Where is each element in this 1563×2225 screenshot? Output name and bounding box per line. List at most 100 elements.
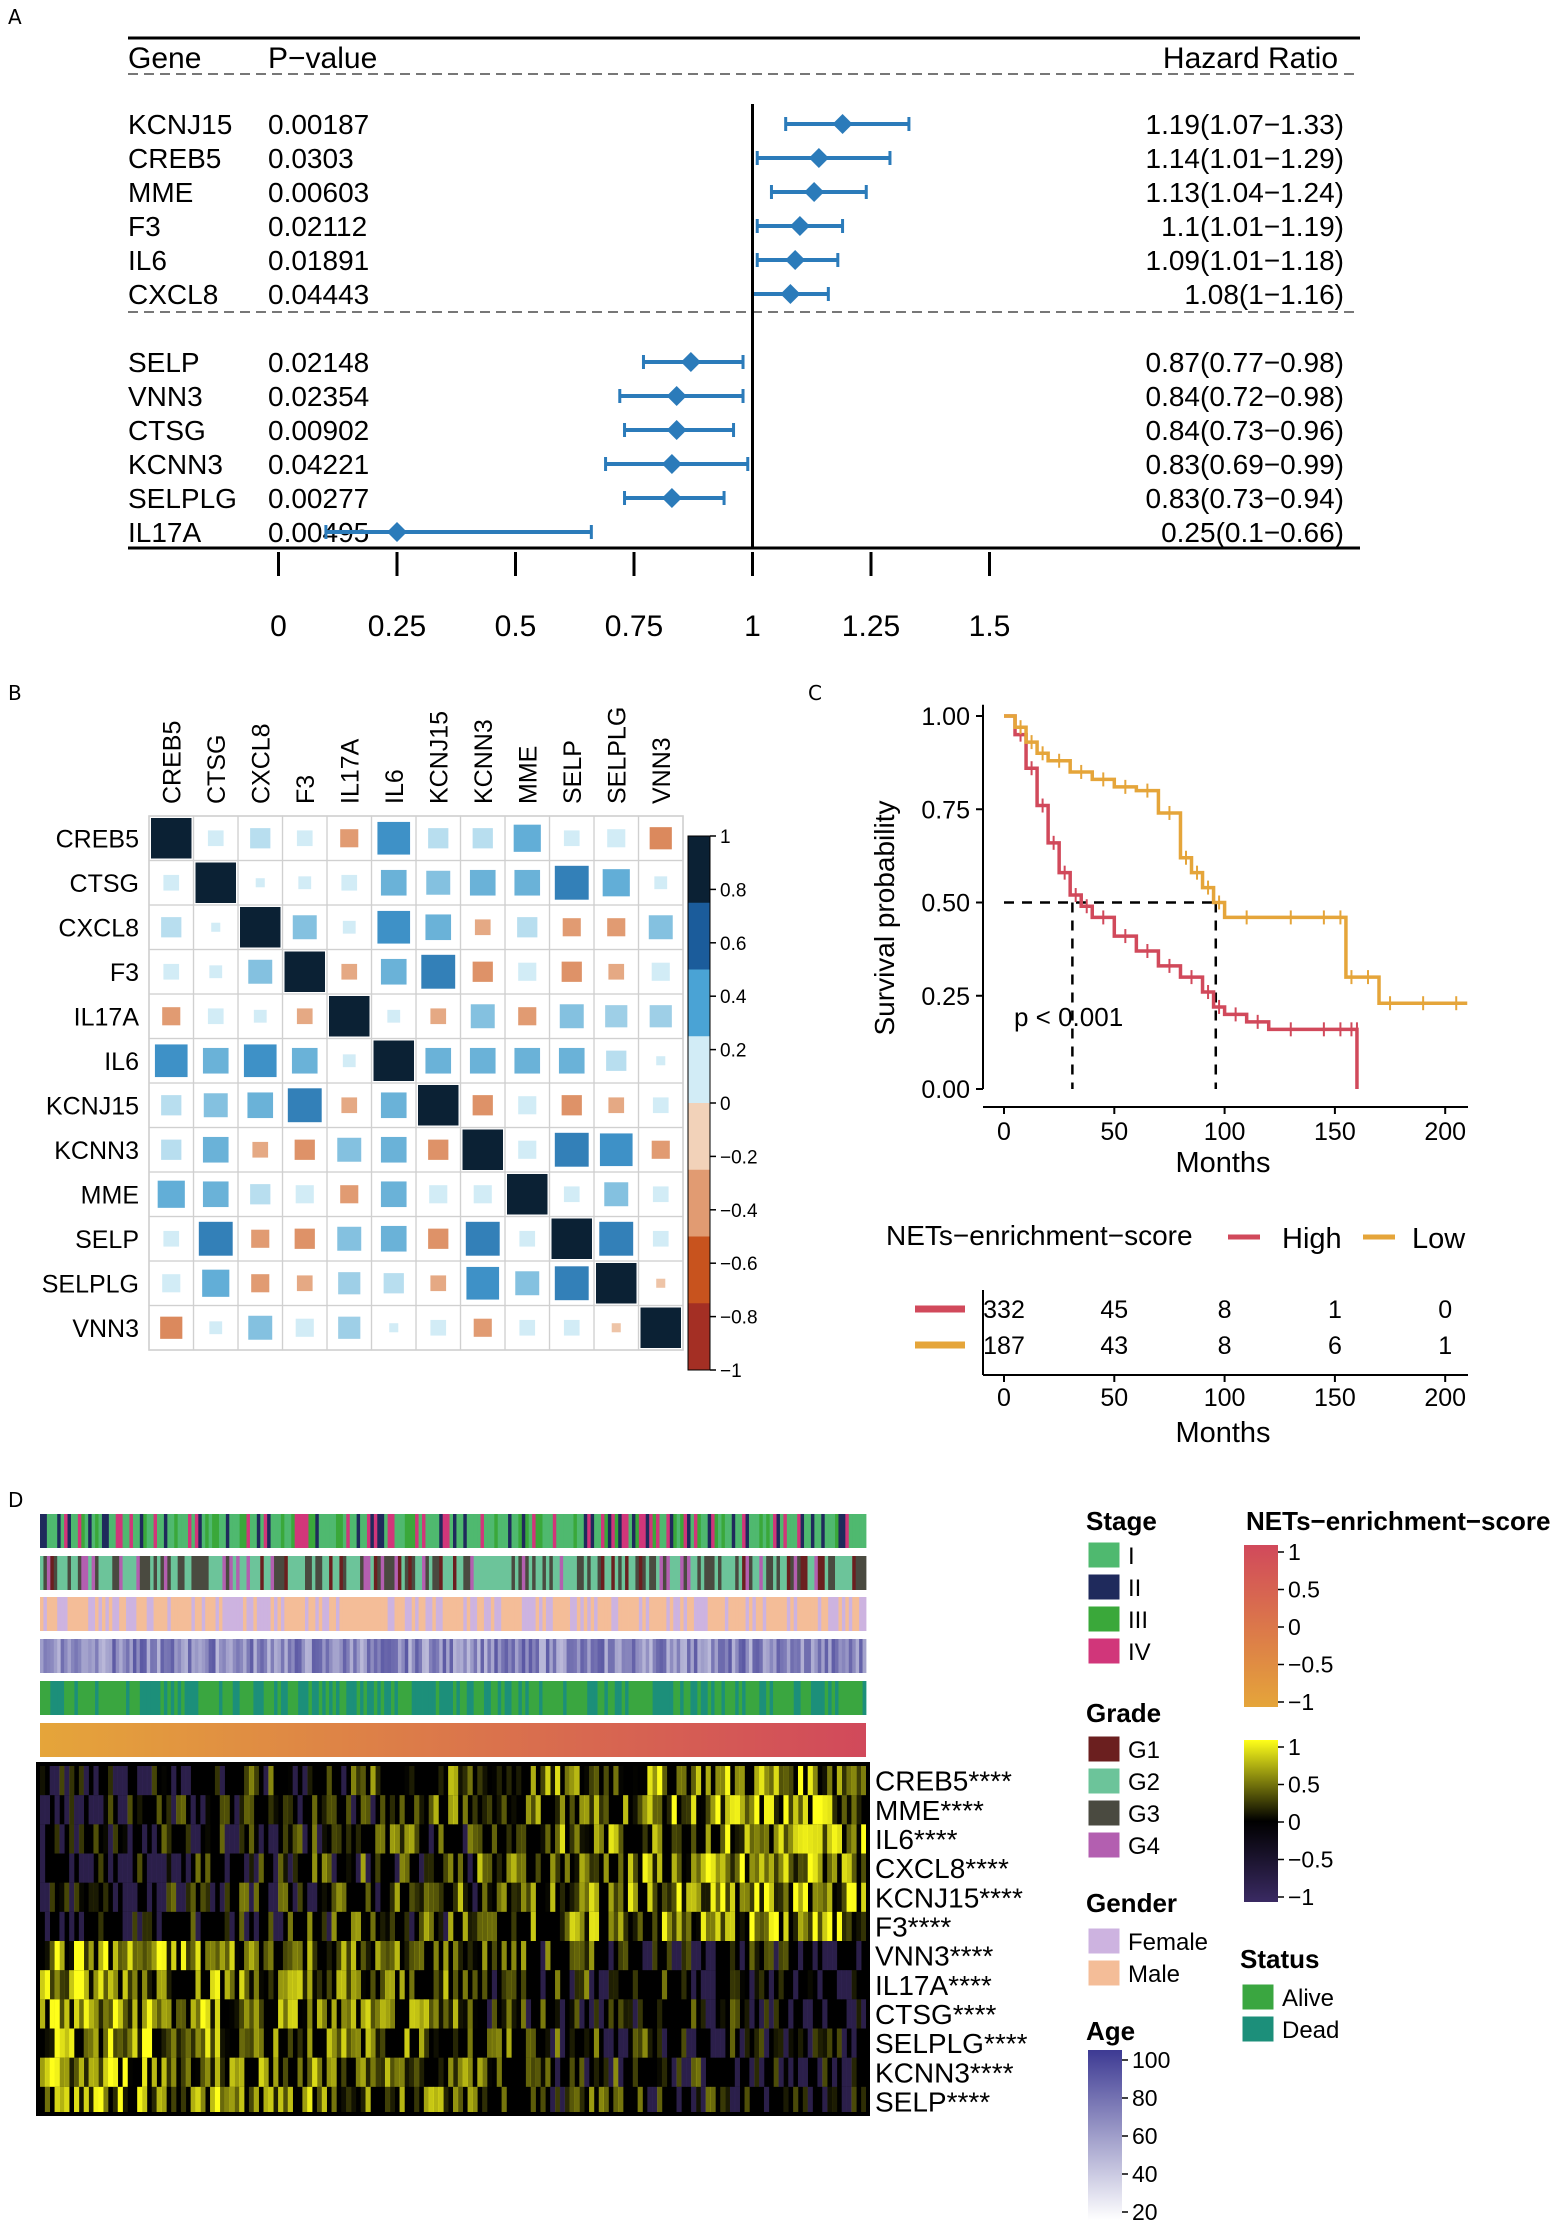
risk-table-value: 187 bbox=[983, 1332, 1025, 1360]
status-annotation-bar-cell bbox=[508, 1681, 512, 1715]
expression-cell bbox=[54, 1766, 60, 1796]
expression-cell bbox=[681, 1941, 687, 1971]
status-annotation-bar-cell bbox=[848, 1681, 853, 1715]
stage-annotation-bar-cell bbox=[652, 1514, 657, 1548]
legend-swatch bbox=[1087, 1541, 1121, 1569]
expression-cell bbox=[744, 2028, 750, 2058]
stage-annotation-bar-cell bbox=[301, 1514, 306, 1548]
expression-cell bbox=[302, 1999, 307, 2028]
expression-cell bbox=[438, 2086, 444, 2116]
corr-cell bbox=[507, 1174, 548, 1215]
gender-annotation-bar-cell bbox=[766, 1597, 771, 1631]
gender-annotation-bar-cell bbox=[428, 1597, 433, 1631]
expression-cell bbox=[827, 1853, 833, 1883]
expression-cell bbox=[234, 1795, 240, 1825]
stage-annotation-bar-cell bbox=[315, 1514, 320, 1548]
expression-cell bbox=[783, 1766, 789, 1796]
expression-cell bbox=[268, 1970, 274, 2000]
expression-cell bbox=[98, 2086, 104, 2116]
forest-hr-label: 1.1(1.01−1.19) bbox=[1161, 211, 1344, 242]
risk-table-value: 1 bbox=[1328, 1296, 1342, 1324]
stage-annotation-bar-cell bbox=[305, 1514, 309, 1548]
gender-annotation-bar-cell bbox=[835, 1597, 839, 1631]
forest-point bbox=[832, 114, 853, 134]
stage-annotation-bar-cell bbox=[428, 1514, 433, 1548]
grade-annotation-bar-cell bbox=[731, 1556, 736, 1590]
age-annotation-bar-cell bbox=[786, 1639, 791, 1673]
gender-annotation-bar-cell bbox=[432, 1597, 437, 1631]
gender-annotation-bar-cell bbox=[483, 1597, 488, 1631]
age-annotation-bar-cell bbox=[800, 1639, 805, 1673]
status-annotation-bar-cell bbox=[46, 1681, 51, 1715]
expression-cell bbox=[44, 1970, 51, 2000]
corr-cell bbox=[294, 1228, 315, 1249]
legend-label: G3 bbox=[1128, 1801, 1160, 1828]
grade-annotation-bar-cell bbox=[191, 1556, 196, 1590]
grade-annotation-bar-cell bbox=[143, 1556, 148, 1590]
gender-annotation-bar-cell bbox=[848, 1597, 853, 1631]
expression-cell bbox=[200, 1999, 206, 2029]
gender-annotation-bar-cell bbox=[845, 1597, 850, 1631]
status-annotation-bar-cell bbox=[769, 1681, 774, 1715]
expression-cell bbox=[190, 1941, 196, 1971]
forest-point bbox=[789, 216, 810, 236]
expression-cell bbox=[59, 2086, 65, 2116]
expression-cell bbox=[78, 2057, 85, 2087]
expression-cell bbox=[671, 1911, 677, 1941]
grade-annotation-bar-cell bbox=[50, 1556, 55, 1590]
expression-cell bbox=[248, 1999, 255, 2029]
forest-gene-label: MME bbox=[128, 177, 193, 208]
status-annotation-bar-cell bbox=[635, 1681, 640, 1715]
stage-annotation-bar-cell bbox=[119, 1514, 123, 1548]
expression-cell bbox=[69, 1795, 75, 1825]
expression-cell bbox=[778, 2028, 784, 2058]
gender-annotation-bar-cell bbox=[638, 1597, 643, 1631]
expression-cell bbox=[321, 1911, 327, 1941]
expression-cell bbox=[389, 1970, 395, 2000]
expression-cell bbox=[127, 1795, 133, 1825]
status-annotation-bar-cell bbox=[101, 1681, 106, 1715]
expression-cell bbox=[763, 2086, 770, 2116]
expression-cell bbox=[856, 1824, 861, 1853]
expression-cell bbox=[589, 1999, 595, 2029]
gender-annotation-bar-cell bbox=[67, 1597, 72, 1631]
corr-cell bbox=[195, 862, 236, 903]
expression-cell bbox=[642, 1824, 648, 1854]
gender-annotation-bar-cell bbox=[600, 1597, 605, 1631]
corr-col-label: CXCL8 bbox=[247, 723, 275, 804]
age-annotation-bar-cell bbox=[246, 1639, 251, 1673]
age-annotation-bar-cell bbox=[859, 1639, 863, 1673]
forest-point bbox=[387, 522, 407, 542]
gender-annotation-bar-cell bbox=[360, 1597, 364, 1631]
expression-cell bbox=[861, 1911, 867, 1941]
forest-tick-label: 1.5 bbox=[969, 610, 1011, 643]
expression-cell bbox=[613, 1882, 619, 1912]
expression-cell bbox=[793, 1795, 799, 1825]
status-annotation-bar-cell bbox=[236, 1681, 241, 1715]
expression-cell bbox=[224, 1882, 230, 1912]
age-annotation-bar-cell bbox=[824, 1639, 829, 1673]
expression-cell bbox=[851, 1999, 857, 2029]
forest-gene-label: KCNN3 bbox=[128, 449, 223, 480]
corr-cell bbox=[563, 1186, 580, 1203]
expression-cell bbox=[642, 1853, 648, 1883]
grade-annotation-bar-cell bbox=[67, 1556, 72, 1590]
risk-table-value: 332 bbox=[983, 1296, 1025, 1324]
stage-annotation-bar-cell bbox=[267, 1514, 271, 1548]
expression-cell bbox=[623, 2028, 629, 2058]
gender-annotation-bar-cell bbox=[280, 1597, 285, 1631]
corr-colorbar-label: 1 bbox=[720, 827, 731, 848]
gender-annotation-bar-cell bbox=[466, 1597, 471, 1631]
expression-cell bbox=[248, 1882, 255, 1912]
expression-cell bbox=[744, 1999, 750, 2029]
expression-cell bbox=[54, 2057, 60, 2087]
corr-cell bbox=[255, 878, 265, 888]
stage-annotation-bar-cell bbox=[397, 1514, 402, 1548]
grade-annotation-bar-cell bbox=[779, 1556, 784, 1590]
stage-annotation-bar-cell bbox=[418, 1514, 423, 1548]
expression-cell bbox=[69, 1853, 75, 1883]
stage-annotation-bar-cell bbox=[731, 1514, 736, 1548]
age-annotation-bar-cell bbox=[428, 1639, 433, 1673]
expression-cell bbox=[385, 1912, 390, 1941]
gender-annotation-bar-cell bbox=[545, 1597, 550, 1631]
